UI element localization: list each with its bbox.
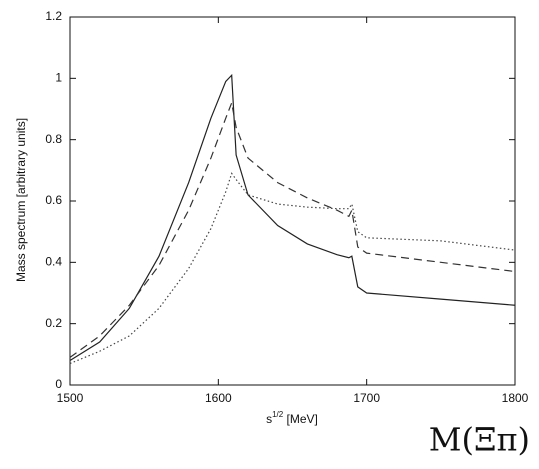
y-axis-label: Mass spectrum [arbitrary units]	[14, 118, 28, 282]
annotation: M(Ξπ)	[429, 421, 530, 459]
plot-frame	[69, 16, 516, 386]
y-tick-label: 0.6	[45, 193, 62, 207]
x-tick-label: 1600	[205, 391, 232, 405]
x-label-unit: [MeV]	[283, 412, 318, 426]
y-tick-label: 0.4	[45, 255, 62, 269]
x-tick-label: 1800	[502, 391, 529, 405]
y-tick-label: 0.2	[45, 316, 62, 330]
x-label-sup: 1/2	[272, 410, 284, 419]
series-line	[69, 172, 516, 365]
x-tick-label: 1500	[57, 391, 84, 405]
y-tick-label: 1.2	[45, 9, 62, 23]
y-tick-label: 1	[55, 71, 62, 85]
y-tick-label: 0.8	[45, 132, 62, 146]
x-axis-label: s1/2 [MeV]	[266, 410, 318, 426]
x-tick-label: 1700	[353, 391, 380, 405]
y-tick-label: 0	[55, 377, 62, 391]
series-line	[69, 73, 516, 361]
x-label-base: s	[266, 412, 272, 426]
series-line	[69, 100, 516, 358]
